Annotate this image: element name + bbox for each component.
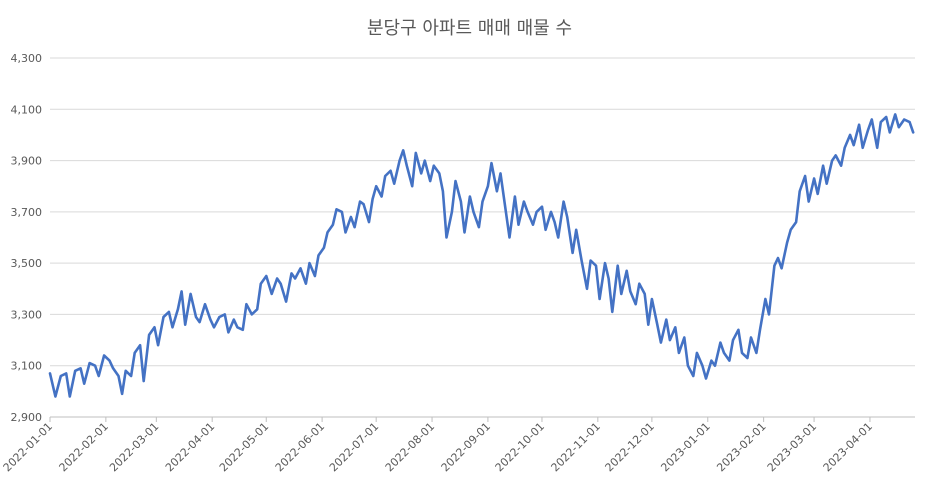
y-tick-label: 4,300 [11,52,43,65]
x-tick-label: 2022-08-01 [383,420,437,474]
y-tick-label: 4,100 [11,103,43,116]
x-tick-label: 2023-04-01 [821,420,875,474]
x-tick-label: 2022-09-01 [439,420,493,474]
x-tick-label: 2022-12-01 [603,420,657,474]
x-tick-label: 2023-01-01 [658,420,712,474]
y-tick-label: 3,900 [11,155,43,168]
series-line [48,113,915,398]
y-tick-label: 3,300 [11,308,43,321]
x-tick-label: 2022-04-01 [163,420,217,474]
x-tick-label: 2022-06-01 [273,420,327,474]
chart-title: 분당구 아파트 매매 매물 수 [366,18,573,39]
x-tick-label: 2022-11-01 [549,420,603,474]
y-tick-label: 3,100 [11,360,43,373]
x-tick-label: 2022-03-01 [107,420,161,474]
x-tick-label: 2022-02-01 [57,420,111,474]
x-tick-label: 2022-05-01 [217,420,271,474]
x-tick-label: 2022-01-01 [1,420,55,474]
x-tick-label: 2022-10-01 [493,420,547,474]
y-tick-label: 2,900 [11,411,43,424]
x-tick-label: 2022-07-01 [327,420,381,474]
y-tick-label: 3,700 [11,206,43,219]
x-tick-label: 2023-03-01 [765,420,819,474]
x-tick-label: 2023-02-01 [714,420,768,474]
y-tick-label: 3,500 [11,257,43,270]
